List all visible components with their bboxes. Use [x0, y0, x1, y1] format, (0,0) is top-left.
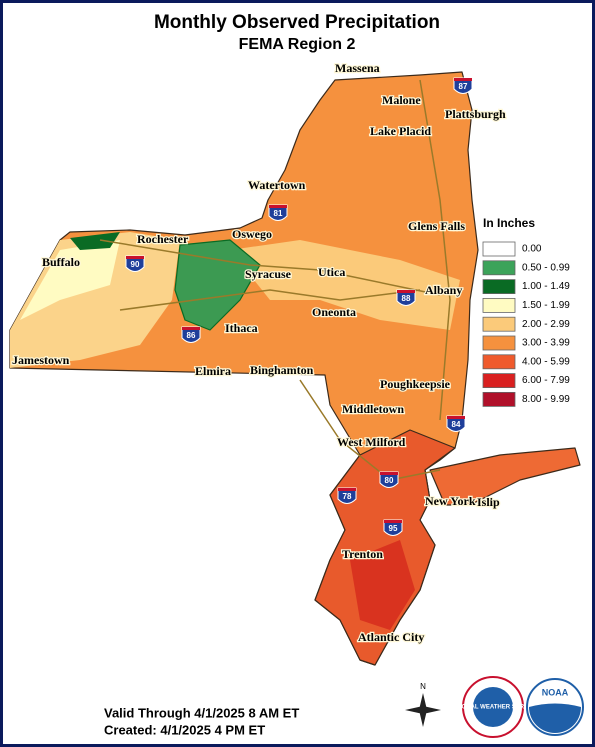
compass: N [405, 682, 441, 727]
cities: Massena Malone Plattsburgh Lake Placid W… [11, 60, 508, 646]
shield-number: 80 [385, 476, 394, 485]
city-label: Glens Falls [408, 219, 465, 233]
shield-number: 84 [452, 420, 461, 429]
shield [337, 487, 357, 504]
city-label: Plattsburgh [445, 107, 506, 121]
legend-swatch [482, 335, 516, 351]
long-island [429, 447, 581, 506]
shield-number: 87 [459, 82, 468, 91]
shield [268, 204, 288, 221]
legend-label: 6.00 - 7.99 [522, 375, 570, 386]
legend-label: 1.50 - 1.99 [522, 300, 570, 311]
legend-swatch [482, 260, 516, 276]
legend-swatch [482, 279, 516, 295]
legend-swatch [482, 316, 516, 332]
legend-swatch [482, 373, 516, 389]
legend-label: 0.50 - 0.99 [522, 262, 570, 273]
legend-swatch [482, 354, 516, 370]
legend-label: 0.00 [522, 244, 542, 255]
shield [453, 77, 473, 94]
city-label: Middletown [342, 402, 404, 416]
noaa-logo-wave [529, 703, 581, 733]
shield-top [126, 256, 144, 259]
interstate-shields: 87 81 90 88 86 84 80 78 95 [125, 77, 473, 536]
legend-label: 3.00 - 3.99 [522, 338, 570, 349]
city-label: Trenton [342, 547, 383, 561]
footer: Valid Through 4/1/2025 8 AM ET Created: … [104, 705, 299, 737]
city-label: Buffalo [42, 255, 80, 269]
city-label: New York [425, 494, 476, 508]
city-label: Albany [425, 283, 462, 297]
city-label: Watertown [248, 178, 306, 192]
area-darkred [350, 540, 415, 630]
legend-swatch [482, 241, 516, 257]
legend-title: In Inches [483, 216, 535, 230]
nws-logo-inner [473, 687, 513, 727]
shield-number: 78 [343, 492, 352, 501]
city-label: Ithaca [225, 321, 258, 335]
city-label: Syracuse [245, 267, 292, 281]
noaa-logo-text: NOAA [542, 687, 569, 697]
title: Monthly Observed Precipitation [154, 12, 440, 33]
shield-top [338, 488, 356, 491]
shield-top [182, 327, 200, 330]
city-label: Elmira [195, 364, 231, 378]
shield-number: 81 [274, 209, 283, 218]
nws-logo-text: NATIONAL WEATHER SERVICE [448, 705, 538, 711]
shield-top [454, 78, 472, 81]
area-yellow [20, 240, 120, 320]
city-label: Lake Placid [370, 124, 431, 138]
city-label: West Milford [337, 435, 406, 449]
city-label: Oneonta [312, 305, 356, 319]
shield [379, 471, 399, 488]
city-label: Jamestown [12, 353, 70, 367]
city-label: Oswego [232, 227, 272, 241]
shield-top [384, 520, 402, 523]
shield [383, 519, 403, 536]
roads [99, 79, 451, 481]
legend-label: 2.00 - 2.99 [522, 319, 570, 330]
valid-time: Valid Through 4/1/2025 8 AM ET [104, 705, 299, 720]
shield-top [269, 205, 287, 208]
legend-label: 8.00 - 9.99 [522, 394, 570, 405]
compass-north: N [420, 682, 426, 691]
city-label: Utica [318, 265, 345, 279]
shield-number: 95 [389, 524, 398, 533]
legend-swatch [482, 391, 516, 407]
shield-top [397, 290, 415, 293]
legend-swatch [482, 297, 516, 313]
legend-label: 1.00 - 1.49 [522, 281, 570, 292]
city-label: Malone [382, 93, 421, 107]
area-mid [230, 240, 460, 330]
shield [181, 326, 201, 343]
shield [446, 415, 466, 432]
city-label: Massena [335, 61, 380, 75]
compass-rose [405, 693, 441, 727]
city-label: Islip [477, 495, 500, 509]
shield [396, 289, 416, 306]
city-label: Poughkeepsie [380, 377, 451, 391]
shield-top [380, 472, 398, 475]
shield-number: 88 [402, 294, 411, 303]
city-label: Binghamton [250, 363, 314, 377]
created-time: Created: 4/1/2025 4 PM ET [104, 722, 265, 737]
shield [125, 255, 145, 272]
legend: In Inches 0.00 0.50 - 0.99 1.00 - 1.49 1.50… [482, 216, 570, 407]
shield-top [447, 416, 465, 419]
area-darkgreen [70, 232, 120, 250]
shield-number: 86 [187, 331, 196, 340]
shield-number: 90 [131, 260, 140, 269]
subtitle: FEMA Region 2 [239, 36, 356, 53]
city-label: Atlantic City [358, 630, 424, 644]
city-label: Rochester [137, 232, 189, 246]
legend-label: 4.00 - 5.99 [522, 356, 570, 367]
logos: NATIONAL WEATHER SERVICE NOAA [448, 676, 584, 738]
